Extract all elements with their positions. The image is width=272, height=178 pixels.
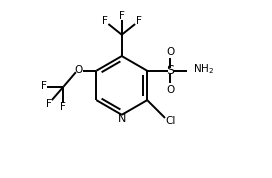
Text: F: F xyxy=(41,81,47,91)
Text: F: F xyxy=(119,11,125,21)
Text: F: F xyxy=(136,16,142,26)
Text: F: F xyxy=(60,102,66,112)
Text: O: O xyxy=(166,46,174,57)
Text: O: O xyxy=(166,85,174,95)
Text: NH$_2$: NH$_2$ xyxy=(193,62,214,76)
Text: Cl: Cl xyxy=(165,116,176,126)
Text: F: F xyxy=(46,99,52,109)
Text: O: O xyxy=(74,65,82,75)
Text: S: S xyxy=(166,64,174,77)
Text: N: N xyxy=(118,114,126,124)
Text: F: F xyxy=(102,16,108,26)
